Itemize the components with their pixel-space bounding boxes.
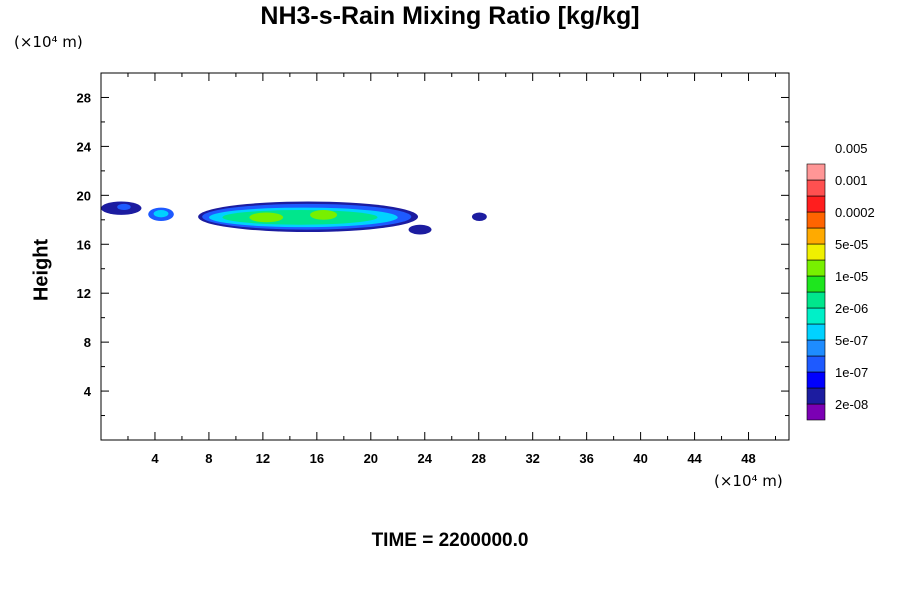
colorbar-swatch [806, 243, 826, 261]
x-tick-label: 40 [633, 451, 647, 466]
contour-region [222, 210, 378, 225]
colorbar-label: 5e-07 [835, 333, 868, 348]
colorbar-label: 1e-05 [835, 269, 868, 284]
colorbar-swatch [806, 163, 826, 181]
colorbar-swatch [806, 355, 826, 373]
colorbar-swatch [806, 371, 826, 389]
colorbar-swatch [806, 403, 826, 421]
colorbar-swatch [806, 227, 826, 245]
colorbar-swatch [806, 211, 826, 229]
x-tick-label: 4 [151, 451, 159, 466]
contour-region [153, 210, 169, 218]
time-readout: TIME = 2200000.0 [0, 530, 900, 552]
colorbar-swatch [806, 195, 826, 213]
plot-frame [100, 72, 790, 441]
time-value: 2200000.0 [438, 530, 529, 551]
y-tick-label: 24 [77, 139, 92, 154]
contour-region [249, 212, 284, 223]
colorbar-swatch [806, 179, 826, 197]
y-axis-unit: (×10⁴ m) [14, 33, 83, 51]
colorbar-swatch [806, 275, 826, 293]
x-axis-unit: (×10⁴ m) [714, 472, 783, 490]
contour-region [117, 203, 131, 211]
x-tick-label: 36 [579, 451, 593, 466]
chart-title: NH3-s-Rain Mixing Ratio [kg/kg] [260, 2, 640, 30]
colorbar: 2e-08 1e-07 5e-07 2e-06 1e-05 5e-05 0.0002 0.00… [806, 141, 875, 421]
colorbar-swatch [806, 387, 826, 405]
colorbar-label: 5e-05 [835, 237, 868, 252]
colorbar-label: 0.0002 [835, 205, 875, 220]
y-tick-label: 16 [77, 237, 91, 252]
x-tick-label: 16 [310, 451, 324, 466]
colorbar-label: 2e-08 [835, 397, 868, 412]
x-tick-label: 32 [525, 451, 539, 466]
colorbar-swatch [806, 307, 826, 325]
y-tick-label: 28 [77, 90, 91, 105]
plot-area [101, 201, 487, 235]
colorbar-label: 0.005 [835, 141, 868, 156]
colorbar-swatch [806, 339, 826, 357]
colorbar-swatch [806, 291, 826, 309]
x-tick-label: 12 [256, 451, 270, 466]
x-tick-label: 8 [205, 451, 212, 466]
x-tick-label: 24 [418, 451, 433, 466]
colorbar-label: 1e-07 [835, 365, 868, 380]
x-tick-label: 28 [471, 451, 485, 466]
y-tick-label: 4 [84, 384, 92, 399]
time-label: TIME = [371, 530, 434, 551]
y-tick-label: 8 [84, 335, 91, 350]
colorbar-swatch [806, 323, 826, 341]
contour-region [310, 210, 338, 220]
y-tick-label: 20 [77, 188, 91, 203]
colorbar-label: 2e-06 [835, 301, 868, 316]
colorbar-label: 0.001 [835, 173, 868, 188]
x-tick-label: 48 [741, 451, 755, 466]
y-tick-label: 12 [77, 286, 91, 301]
contour-region [408, 224, 432, 235]
colorbar-swatch [806, 259, 826, 277]
x-tick-label: 44 [687, 451, 702, 466]
contour-region [471, 212, 487, 222]
x-tick-label: 20 [364, 451, 378, 466]
